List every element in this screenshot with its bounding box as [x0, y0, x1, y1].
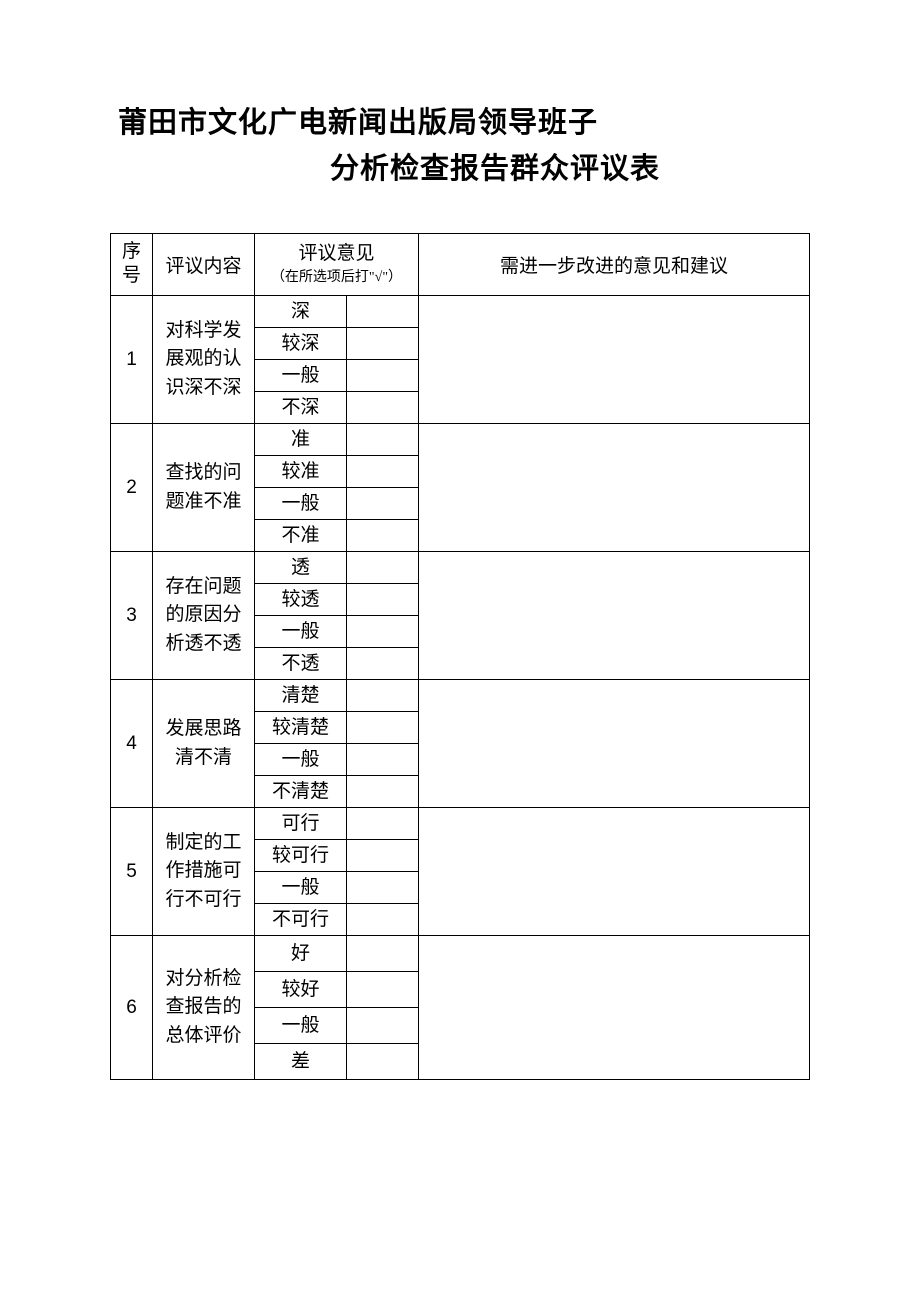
header-opinion-label: 评议意见	[255, 241, 418, 268]
option-label: 可行	[255, 808, 347, 840]
option-label: 较深	[255, 328, 347, 360]
header-opinion: 评议意见 （在所选项后打"√"）	[255, 233, 419, 295]
row-content: 发展思路清不清	[153, 680, 255, 808]
option-label: 准	[255, 424, 347, 456]
table-row: 1 对科学发展观的认识深不深 深	[111, 296, 810, 328]
row-num: 6	[111, 936, 153, 1080]
option-label: 一般	[255, 1008, 347, 1044]
row-content: 对分析检查报告的总体评价	[153, 936, 255, 1080]
suggestion-cell[interactable]	[419, 296, 810, 424]
table-row: 6 对分析检查报告的总体评价 好	[111, 936, 810, 972]
document-title: 莆田市文化广电新闻出版局领导班子 分析检查报告群众评议表	[110, 100, 810, 193]
table-row: 3 存在问题的原因分析透不透 透	[111, 552, 810, 584]
option-check[interactable]	[347, 552, 419, 584]
option-label: 一般	[255, 744, 347, 776]
table-header-row: 序号 评议内容 评议意见 （在所选项后打"√"） 需进一步改进的意见和建议	[111, 233, 810, 295]
option-check[interactable]	[347, 392, 419, 424]
option-check[interactable]	[347, 648, 419, 680]
option-check[interactable]	[347, 296, 419, 328]
option-check[interactable]	[347, 744, 419, 776]
row-num: 5	[111, 808, 153, 936]
option-label: 较清楚	[255, 712, 347, 744]
option-check[interactable]	[347, 328, 419, 360]
suggestion-cell[interactable]	[419, 936, 810, 1080]
evaluation-table: 序号 评议内容 评议意见 （在所选项后打"√"） 需进一步改进的意见和建议 1 …	[110, 233, 810, 1080]
option-check[interactable]	[347, 904, 419, 936]
table-row: 5 制定的工作措施可行不可行 可行	[111, 808, 810, 840]
suggestion-cell[interactable]	[419, 552, 810, 680]
row-num: 3	[111, 552, 153, 680]
option-check[interactable]	[347, 712, 419, 744]
option-check[interactable]	[347, 972, 419, 1008]
option-check[interactable]	[347, 1008, 419, 1044]
title-line-2: 分析检查报告群众评议表	[110, 146, 810, 192]
option-label: 一般	[255, 360, 347, 392]
suggestion-cell[interactable]	[419, 808, 810, 936]
header-num: 序号	[111, 233, 153, 295]
row-num: 4	[111, 680, 153, 808]
table-row: 2 查找的问题准不准 准	[111, 424, 810, 456]
option-label: 不清楚	[255, 776, 347, 808]
option-check[interactable]	[347, 520, 419, 552]
option-check[interactable]	[347, 1044, 419, 1080]
option-label: 清楚	[255, 680, 347, 712]
option-check[interactable]	[347, 776, 419, 808]
option-check[interactable]	[347, 424, 419, 456]
option-check[interactable]	[347, 936, 419, 972]
option-label: 深	[255, 296, 347, 328]
option-check[interactable]	[347, 840, 419, 872]
header-suggestion: 需进一步改进的意见和建议	[419, 233, 810, 295]
option-label: 较准	[255, 456, 347, 488]
suggestion-cell[interactable]	[419, 424, 810, 552]
row-num: 2	[111, 424, 153, 552]
header-opinion-hint: （在所选项后打"√"）	[255, 268, 418, 288]
row-num: 1	[111, 296, 153, 424]
row-content: 制定的工作措施可行不可行	[153, 808, 255, 936]
option-check[interactable]	[347, 584, 419, 616]
option-check[interactable]	[347, 488, 419, 520]
row-content: 查找的问题准不准	[153, 424, 255, 552]
option-label: 好	[255, 936, 347, 972]
option-label: 一般	[255, 616, 347, 648]
option-label: 较透	[255, 584, 347, 616]
option-label: 较好	[255, 972, 347, 1008]
row-content: 对科学发展观的认识深不深	[153, 296, 255, 424]
title-line-1: 莆田市文化广电新闻出版局领导班子	[110, 100, 810, 146]
option-label: 不透	[255, 648, 347, 680]
option-label: 较可行	[255, 840, 347, 872]
suggestion-cell[interactable]	[419, 680, 810, 808]
option-label: 差	[255, 1044, 347, 1080]
option-check[interactable]	[347, 808, 419, 840]
option-label: 透	[255, 552, 347, 584]
option-label: 不深	[255, 392, 347, 424]
header-content: 评议内容	[153, 233, 255, 295]
option-check[interactable]	[347, 456, 419, 488]
option-label: 一般	[255, 872, 347, 904]
table-row: 4 发展思路清不清 清楚	[111, 680, 810, 712]
option-label: 不可行	[255, 904, 347, 936]
option-check[interactable]	[347, 360, 419, 392]
option-check[interactable]	[347, 872, 419, 904]
row-content: 存在问题的原因分析透不透	[153, 552, 255, 680]
option-label: 一般	[255, 488, 347, 520]
option-label: 不准	[255, 520, 347, 552]
option-check[interactable]	[347, 680, 419, 712]
option-check[interactable]	[347, 616, 419, 648]
